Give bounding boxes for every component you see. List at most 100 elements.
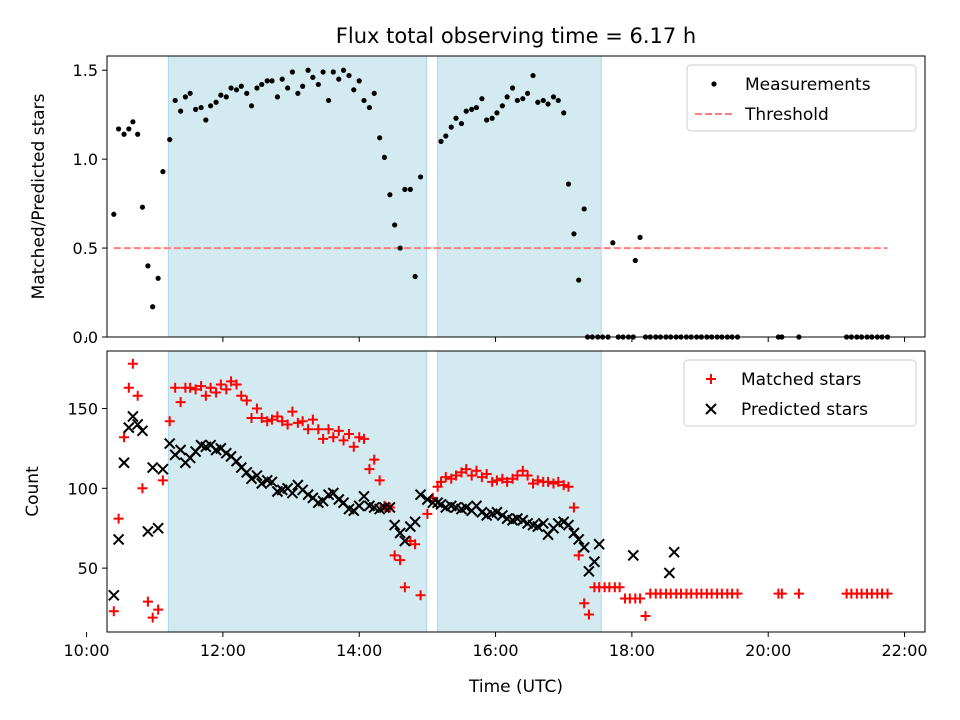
data-point [198, 104, 204, 111]
data-point [136, 425, 149, 437]
shaded-interval-2 [437, 55, 602, 338]
data-point [637, 234, 643, 241]
data-point [494, 110, 500, 116]
data-point [793, 588, 804, 599]
data-point [627, 549, 639, 562]
data-point [568, 527, 580, 539]
x-tick-label: 18:00 [609, 641, 655, 660]
data-point [175, 397, 186, 408]
data-point [543, 476, 554, 487]
data-point [185, 382, 196, 393]
data-point [540, 97, 546, 104]
data-point [245, 473, 258, 485]
data-point [395, 555, 406, 566]
data-point [277, 416, 288, 427]
legend-label: Predicted stars [741, 400, 868, 420]
y-axis-label: Matched/Predicted stars [29, 93, 49, 299]
data-point [108, 589, 120, 601]
data-point [172, 97, 178, 104]
data-point [318, 433, 329, 444]
data-point [374, 475, 385, 486]
data-point [381, 154, 388, 160]
data-point [576, 277, 582, 283]
data-point [553, 476, 564, 487]
data-point [537, 517, 549, 530]
data-point [325, 97, 332, 104]
data-point [155, 275, 161, 281]
data-point [548, 478, 559, 489]
data-point [282, 419, 293, 430]
x-tick-label: 16:00 [472, 641, 518, 660]
data-point [356, 78, 362, 84]
data-point [417, 174, 424, 180]
data-point [223, 94, 229, 100]
data-point [146, 461, 159, 474]
data-point [388, 519, 401, 531]
data-point [251, 403, 262, 414]
legend-label: Measurements [745, 75, 871, 95]
data-point [305, 67, 311, 73]
shaded-interval-1 [167, 55, 428, 338]
data-point [295, 90, 301, 96]
data-point [246, 413, 257, 424]
data-point [187, 90, 193, 96]
data-point [663, 567, 676, 579]
data-point [443, 133, 449, 139]
data-point [453, 115, 459, 121]
data-point [561, 110, 567, 116]
data-point [142, 525, 154, 538]
data-point [353, 500, 365, 512]
data-point [471, 465, 482, 476]
data-point [320, 69, 326, 75]
data-point [351, 87, 357, 93]
data-point [358, 433, 369, 444]
data-point [502, 476, 513, 487]
legend-label: Threshold [744, 105, 829, 125]
y-tick-label: 1.0 [73, 150, 98, 169]
data-point [264, 78, 270, 84]
data-point [469, 106, 475, 112]
data-point [407, 186, 413, 192]
data-point [571, 231, 577, 237]
data-point [593, 538, 605, 550]
data-point [563, 481, 574, 492]
data-point [139, 204, 146, 210]
data-point [160, 169, 166, 175]
data-point [241, 395, 252, 406]
data-point [226, 376, 237, 387]
data-point [562, 519, 575, 531]
x-tick-label: 14:00 [336, 641, 382, 660]
data-point [397, 245, 403, 251]
data-point [882, 588, 893, 599]
data-point [514, 97, 520, 104]
data-point [164, 437, 176, 450]
data-point [336, 76, 342, 82]
data-point [145, 263, 151, 269]
data-point [550, 94, 557, 100]
x-tick-label: 12:00 [200, 641, 246, 660]
data-point [112, 533, 125, 546]
data-point [279, 76, 285, 82]
data-point [262, 416, 273, 427]
data-point [555, 97, 561, 104]
x-tick-label: 10:00 [63, 641, 109, 660]
data-point [438, 138, 444, 144]
y-tick-label: 0.0 [73, 328, 98, 347]
data-point [487, 476, 498, 487]
data-point [230, 455, 243, 467]
data-point [233, 87, 240, 93]
data-point [524, 90, 531, 96]
data-point [289, 69, 296, 75]
data-point [330, 69, 336, 75]
data-point [458, 120, 465, 127]
data-point [346, 72, 352, 79]
data-point [451, 470, 462, 481]
data-point [118, 457, 130, 469]
data-point [387, 192, 393, 198]
data-point [776, 588, 787, 599]
data-point [421, 493, 434, 506]
data-point [415, 590, 426, 601]
data-point [422, 508, 433, 519]
data-point [153, 604, 164, 615]
data-point [119, 432, 130, 443]
